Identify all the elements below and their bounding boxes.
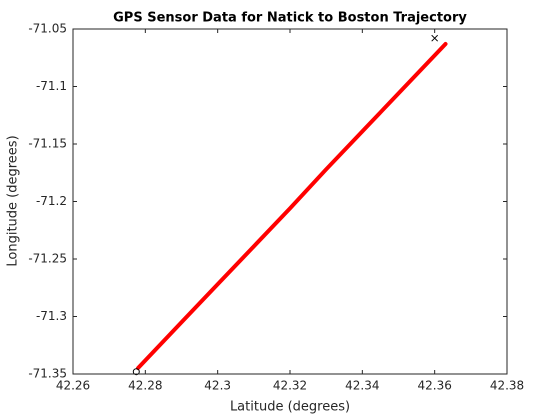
- y-tick-label: -71.05: [28, 22, 67, 36]
- x-tick-label: 42.34: [345, 379, 379, 393]
- y-tick-label: -71.3: [36, 309, 67, 323]
- x-axis-label: Latitude (degrees): [230, 400, 350, 415]
- axes-box: [72, 28, 508, 375]
- x-tick-label: 42.26: [56, 379, 90, 393]
- y-axis-label: Longitude (degrees): [6, 135, 21, 266]
- y-tick-label: -71.35: [28, 367, 67, 381]
- x-tick-label: 42.38: [490, 379, 524, 393]
- chart-title: GPS Sensor Data for Natick to Boston Tra…: [113, 11, 467, 26]
- end-marker: [431, 34, 439, 42]
- y-tick-label: -71.1: [36, 79, 67, 93]
- start-marker: [132, 368, 140, 376]
- y-tick-label: -71.25: [28, 252, 67, 266]
- y-tick-label: -71.2: [36, 194, 67, 208]
- y-tick-label: -71.15: [28, 137, 67, 151]
- x-tick-label: 42.36: [417, 379, 451, 393]
- trajectory-line: [136, 41, 448, 371]
- plot-area: [73, 29, 507, 374]
- x-tick-label: 42.32: [273, 379, 307, 393]
- x-tick-label: 42.28: [128, 379, 162, 393]
- x-tick-label: 42.3: [204, 379, 231, 393]
